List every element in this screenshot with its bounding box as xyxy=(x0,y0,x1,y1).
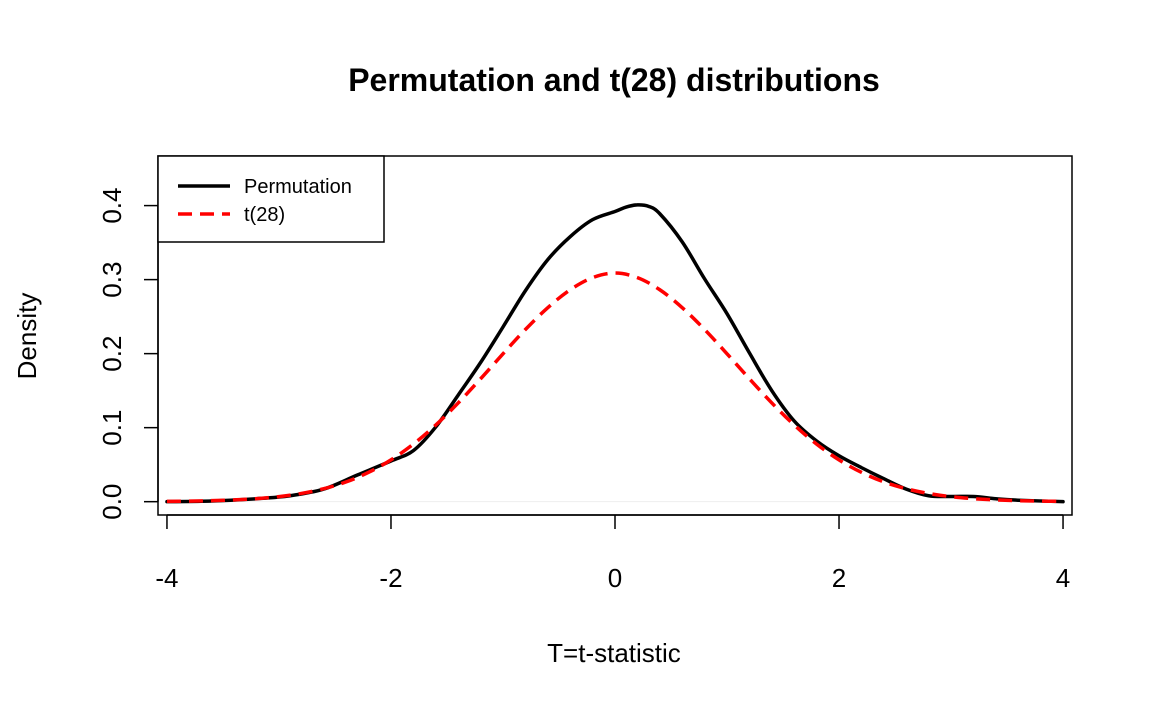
y-tick-label: 0.0 xyxy=(97,484,127,520)
y-tick-label: 0.4 xyxy=(97,188,127,224)
legend-label-t28: t(28) xyxy=(244,204,285,226)
x-tick-label: 4 xyxy=(1056,563,1070,593)
series-line-t-28 xyxy=(166,271,1064,504)
y-tick-label: 0.2 xyxy=(97,336,127,372)
y-tick-label: 0.3 xyxy=(97,262,127,298)
y-axis-label: Density xyxy=(12,293,42,380)
legend: Permutation t(28) xyxy=(157,155,385,243)
x-axis-label: T=t-statistic xyxy=(547,638,681,668)
series-line-permutation xyxy=(165,203,1065,504)
legend-label-permutation: Permutation xyxy=(244,176,352,198)
x-tick-label: 0 xyxy=(608,563,622,593)
y-axis: 0.0 0.1 0.2 0.3 0.4 xyxy=(97,188,159,520)
x-axis: -4 -2 0 2 4 xyxy=(155,514,1070,593)
series-layer xyxy=(165,203,1065,504)
x-tick-label: -2 xyxy=(379,563,402,593)
x-tick-label: -4 xyxy=(155,563,178,593)
x-tick-label: 2 xyxy=(832,563,846,593)
legend-box xyxy=(157,155,385,243)
chart-title: Permutation and t(28) distributions xyxy=(348,62,880,98)
y-tick-label: 0.1 xyxy=(97,410,127,446)
